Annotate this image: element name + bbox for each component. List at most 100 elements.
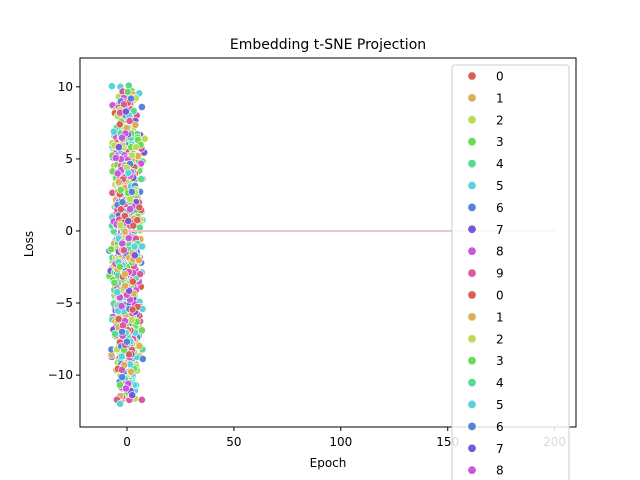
x-tick-label: 50 <box>226 435 241 449</box>
legend-label: 9 <box>496 267 504 281</box>
scatter-point <box>137 175 146 183</box>
scatter-point <box>121 107 130 116</box>
legend-label: 5 <box>496 179 504 193</box>
scatter-point <box>108 82 116 91</box>
axes-frame <box>79 57 577 428</box>
legend-label: 7 <box>496 442 504 456</box>
scatter-point <box>138 355 147 363</box>
scatter-point <box>118 373 126 382</box>
scatter-point <box>116 186 125 194</box>
legend-label: 0 <box>496 70 504 84</box>
scatter-point <box>138 326 146 335</box>
legend-marker <box>467 93 477 103</box>
scatter-point <box>115 143 123 152</box>
y-tick-label: −10 <box>48 368 73 382</box>
legend-label: 2 <box>496 113 504 127</box>
scatter-point <box>110 278 119 287</box>
scatter-point <box>125 117 134 125</box>
scatter-point <box>116 221 125 229</box>
scatter-point <box>116 399 125 408</box>
scatter-point <box>127 94 135 103</box>
y-tick-label: 5 <box>65 152 73 166</box>
scatter-point <box>130 251 139 260</box>
scatter-point <box>120 270 129 278</box>
legend-marker <box>467 159 477 169</box>
scatter-point <box>125 350 133 359</box>
scatter-point <box>123 87 132 96</box>
scatter-point <box>129 107 138 115</box>
scatter-point <box>111 153 120 162</box>
legend-marker <box>467 115 477 125</box>
scatter-point <box>118 133 126 142</box>
legend-label: 3 <box>496 135 504 149</box>
legend-marker <box>467 465 477 475</box>
legend-label: 1 <box>496 91 504 105</box>
legend-marker <box>467 202 477 212</box>
scatter-point <box>136 270 144 278</box>
scatter-point <box>111 329 119 338</box>
scatter-point <box>138 103 146 111</box>
scatter-point <box>113 288 122 297</box>
scatter-point <box>117 352 126 361</box>
scatter-point <box>133 216 142 224</box>
scatter-point <box>118 327 126 336</box>
scatter-point <box>135 342 144 350</box>
scatter-point <box>119 100 128 109</box>
legend: 01234567890123456789 <box>451 64 570 480</box>
legend-label: 8 <box>496 464 504 478</box>
scatter-point <box>132 143 140 152</box>
y-tick-label: −5 <box>55 296 73 310</box>
legend-box <box>451 64 570 480</box>
legend-label: 6 <box>496 201 504 215</box>
legend-marker <box>467 312 477 322</box>
scatter-point <box>115 120 124 129</box>
scatter-point <box>128 391 137 400</box>
scatter-point <box>126 205 135 213</box>
scatter-point <box>137 395 146 404</box>
x-tick-label: 100 <box>329 435 352 449</box>
legend-marker <box>467 399 477 409</box>
scatter-point <box>116 381 124 389</box>
legend-label: 4 <box>496 157 504 171</box>
legend-marker <box>467 356 477 366</box>
legend-marker <box>467 246 477 256</box>
x-tick-label: 0 <box>123 435 131 449</box>
scatter-point <box>135 203 144 212</box>
legend-label: 0 <box>496 289 504 303</box>
scatter-point <box>124 217 133 225</box>
scatter-point <box>118 198 127 207</box>
legend-marker <box>467 181 477 191</box>
scatter-point <box>128 305 137 314</box>
scatter-point <box>109 127 118 136</box>
legend-label: 5 <box>496 398 504 412</box>
scatter-point <box>117 302 126 310</box>
legend-label: 1 <box>496 310 504 324</box>
scatter-point <box>124 234 133 243</box>
scatter-point <box>121 384 130 393</box>
scatter-point <box>121 281 130 290</box>
y-axis: −10 −5 0 5 10 <box>48 80 80 382</box>
legend-marker <box>467 224 477 234</box>
legend-marker <box>467 421 477 431</box>
y-axis-label: Loss <box>22 231 36 257</box>
y-tick-label: 10 <box>58 80 73 94</box>
legend-marker <box>467 378 477 388</box>
legend-label: 7 <box>496 223 504 237</box>
scatter-point <box>113 169 122 178</box>
scatter-point <box>131 121 140 129</box>
legend-label: 3 <box>496 354 504 368</box>
scatter-point <box>127 316 136 324</box>
scatter-point <box>123 337 131 346</box>
legend-marker <box>467 268 477 278</box>
scatter-point <box>124 169 133 177</box>
legend-marker <box>467 443 477 453</box>
scatter-point <box>124 81 133 90</box>
legend-marker <box>467 290 477 300</box>
legend-label: 2 <box>496 332 504 346</box>
chart-title: Embedding t-SNE Projection <box>230 37 426 53</box>
scatter-point <box>130 242 139 251</box>
y-tick-label: 0 <box>65 224 73 238</box>
scatter-point <box>115 262 124 271</box>
scatter-point <box>120 246 128 255</box>
